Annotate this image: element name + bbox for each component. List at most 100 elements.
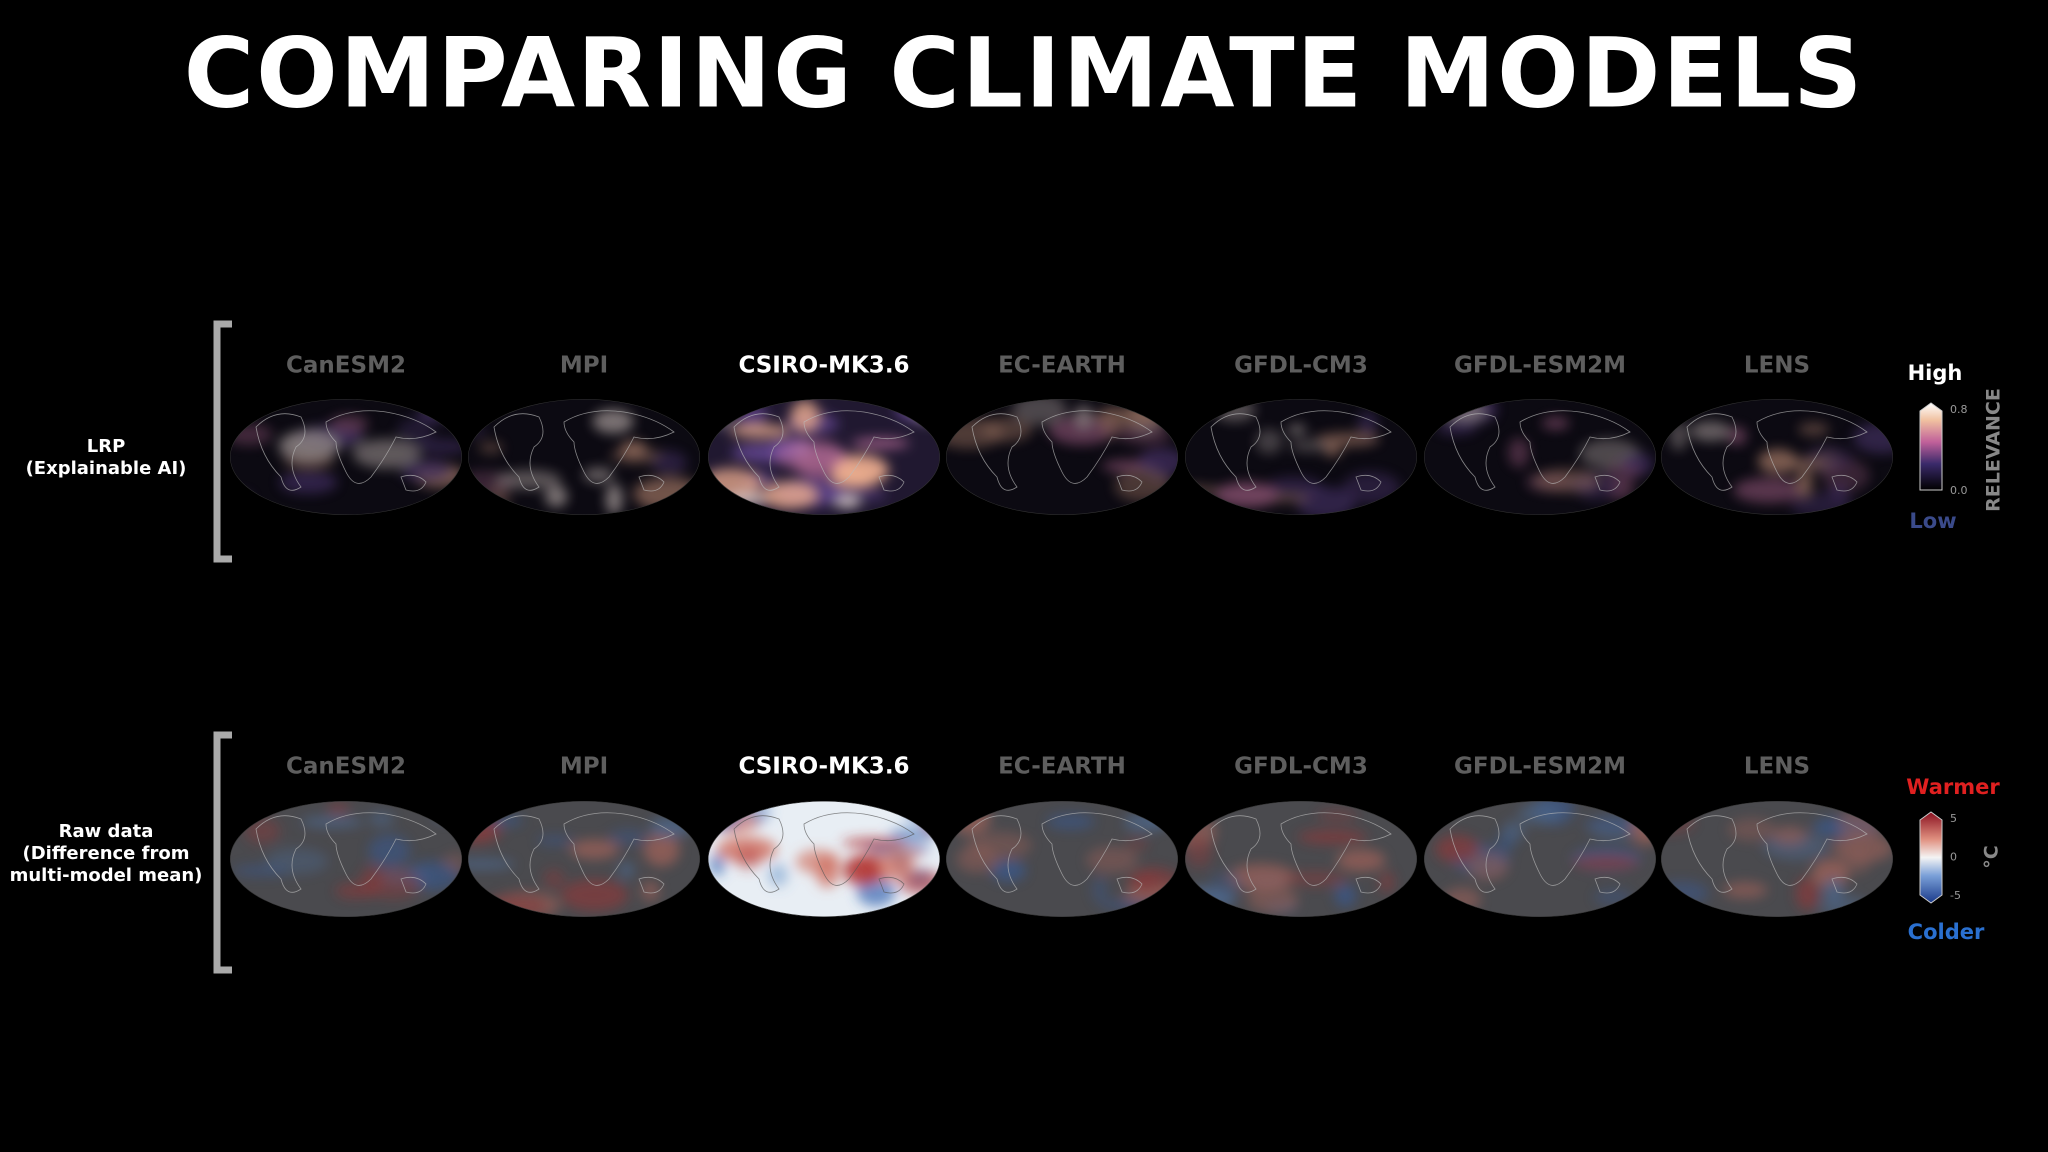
- map-blob: [468, 818, 502, 844]
- model-name: CSIRO-MK3.6: [738, 353, 909, 379]
- world-map: [708, 801, 940, 917]
- colorbar-tick: 5: [1950, 812, 1957, 825]
- map-blob: [478, 441, 504, 454]
- model-name: GFDL-CM3: [1234, 754, 1368, 780]
- row-label: Raw data: [59, 821, 154, 842]
- model-name: MPI: [560, 353, 608, 379]
- map-blob: [278, 430, 339, 462]
- model-name: EC-EARTH: [998, 353, 1126, 379]
- title: COMPARING CLIMATE MODELS: [184, 17, 1865, 129]
- map-blob: [1137, 447, 1178, 477]
- colorbar: [1919, 402, 1943, 491]
- map-blob: [640, 880, 660, 902]
- map-blob: [1114, 470, 1171, 502]
- map-blob: [1085, 846, 1138, 874]
- coastline: [1210, 812, 1392, 894]
- map-blob: [1091, 876, 1108, 904]
- map-blob: [1572, 856, 1639, 870]
- world-map: [1424, 801, 1656, 917]
- map-blob: [1336, 848, 1386, 872]
- map-blob: [1630, 813, 1656, 845]
- map-blob: [1287, 424, 1307, 436]
- coastline: [255, 812, 437, 894]
- map-blob: [1284, 871, 1347, 887]
- coastline: [1449, 410, 1631, 492]
- map-blob: [1727, 818, 1776, 842]
- world-map: [1424, 399, 1656, 515]
- map-background: [946, 801, 1178, 917]
- map-blob: [482, 894, 548, 917]
- coastline: [1686, 812, 1868, 894]
- map-blob: [1048, 415, 1115, 446]
- map-blob: [1733, 477, 1805, 504]
- map-blob: [366, 868, 421, 900]
- map-blob: [1468, 854, 1509, 881]
- row-label: (Difference from: [22, 843, 189, 864]
- map-blob: [582, 467, 614, 483]
- map-field: [1185, 399, 1401, 515]
- map-blob: [888, 845, 924, 861]
- model-name: CanESM2: [286, 353, 406, 379]
- map-blob: [735, 402, 768, 428]
- map-blob: [1315, 432, 1380, 447]
- map-blob: [1828, 482, 1850, 500]
- map-blob: [1795, 467, 1813, 498]
- world-map: [1661, 801, 1893, 917]
- map-blob: [432, 810, 459, 822]
- map-blob: [1811, 858, 1850, 888]
- map-blob: [1534, 468, 1601, 493]
- map-blob: [1185, 485, 1224, 497]
- map-blob: [723, 807, 741, 831]
- map-blob: [1255, 428, 1283, 455]
- map-blob: [468, 859, 516, 870]
- world-map: [468, 801, 700, 917]
- map-blob: [711, 414, 733, 427]
- bracket: [213, 731, 232, 974]
- map-blob: [790, 400, 820, 433]
- map-blob: [329, 415, 369, 432]
- world-map: [946, 801, 1178, 917]
- coastline: [733, 812, 915, 894]
- model-name: GFDL-ESM2M: [1454, 754, 1626, 780]
- map-blob: [1185, 834, 1213, 868]
- map-blob: [484, 815, 524, 827]
- map-blob: [913, 405, 940, 424]
- colorbar-bottom-label: Low: [1909, 509, 1956, 533]
- map-blob: [1669, 420, 1688, 451]
- colorbar: [1919, 811, 1943, 904]
- map-blob: [1342, 471, 1401, 505]
- map-blob: [1823, 877, 1844, 905]
- map-blob: [1772, 826, 1807, 846]
- map-blob: [1316, 809, 1359, 822]
- map-blob: [1247, 886, 1299, 914]
- coastline: [971, 410, 1153, 492]
- map-blob: [1125, 837, 1149, 852]
- map-blob: [560, 879, 629, 912]
- map-blob: [1722, 881, 1768, 899]
- map-blob: [746, 801, 771, 824]
- colorbar-bottom-label: Colder: [1908, 920, 1985, 944]
- coastline: [1686, 410, 1868, 492]
- map-blob: [734, 847, 762, 871]
- map-blob: [708, 801, 743, 830]
- map-blob: [1378, 870, 1395, 894]
- colorbar-tick: 0.0: [1950, 484, 1968, 497]
- map-blob: [1541, 416, 1570, 430]
- map-blob: [709, 853, 726, 877]
- map-blob: [1132, 872, 1160, 892]
- model-name: CSIRO-MK3.6: [738, 754, 909, 780]
- map-blob: [618, 861, 635, 879]
- bracket: [213, 320, 232, 563]
- colorbar-unit: RELEVANCE: [1983, 388, 2005, 512]
- colorbar-tick: 0: [1950, 851, 1957, 864]
- map-blob: [649, 816, 693, 838]
- model-name: EC-EARTH: [998, 754, 1126, 780]
- world-map: [230, 801, 462, 917]
- row-label: (Explainable AI): [26, 458, 187, 479]
- world-map: [230, 399, 462, 515]
- world-map: [708, 399, 940, 515]
- map-blob: [605, 483, 623, 515]
- map-blob: [775, 439, 846, 473]
- map-blob: [1852, 421, 1893, 455]
